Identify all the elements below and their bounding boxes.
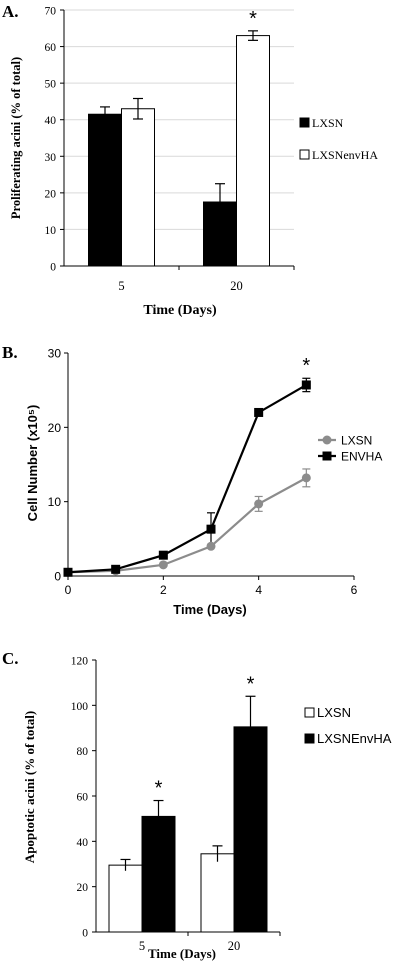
y-tick-label-20: 20 bbox=[45, 188, 57, 200]
point-envha-4 bbox=[254, 407, 264, 417]
legend-label-envha: ENVHA bbox=[341, 450, 382, 464]
panel-c-legend: LXSN LXSNEnvHA bbox=[304, 705, 392, 746]
y-tick-label-0: 0 bbox=[54, 570, 61, 584]
x-tick-label-2: 2 bbox=[160, 583, 167, 597]
panel-c-y-ticks: 0 20 40 60 80 100 120 bbox=[71, 656, 96, 940]
y-tick-label-120: 120 bbox=[71, 656, 89, 668]
bar-lxsnenvha-day-20 bbox=[236, 35, 270, 267]
legend-label-lxsnenvha: LXSNEnvHA bbox=[317, 731, 392, 746]
bar-lxsn-day-5 bbox=[88, 113, 122, 267]
y-tick-label-30: 30 bbox=[48, 347, 62, 361]
panel-b-annotations: * bbox=[302, 355, 310, 377]
bar-lxsnenvha-day-20 bbox=[233, 726, 268, 933]
panel-a-y-axis-label: Proliferating acini (% of total) bbox=[9, 57, 23, 219]
panel-b-lines bbox=[67, 384, 307, 574]
legend-label-lxsn: LXSN bbox=[312, 116, 344, 130]
x-tick-label-0: 0 bbox=[65, 583, 72, 597]
x-tick-label-20: 20 bbox=[230, 279, 243, 293]
legend-swatch-lxsnenvha bbox=[299, 149, 310, 160]
panel-a-legend: LXSN LXSNenvHA bbox=[299, 116, 378, 162]
x-tick-label-6: 6 bbox=[351, 583, 358, 597]
panel-b-y-axis-label: Cell Number (x10⁵) bbox=[25, 405, 40, 522]
panel-c-label: C. bbox=[2, 649, 19, 668]
y-tick-label-40: 40 bbox=[45, 115, 57, 127]
panel-a-bars bbox=[88, 35, 270, 267]
line-envha bbox=[67, 384, 307, 574]
panel-c-bars bbox=[108, 726, 268, 933]
line-lxsn bbox=[67, 476, 307, 574]
panel-b-x-ticks: 0 2 4 6 bbox=[65, 576, 358, 597]
point-envha-3 bbox=[206, 524, 216, 534]
significance-asterisk-day-5: * bbox=[302, 355, 310, 377]
panel-b-error-bars bbox=[207, 377, 311, 547]
legend-swatch-lxsnenvha bbox=[304, 733, 315, 744]
y-tick-label-20: 20 bbox=[48, 421, 62, 435]
panel-b-y-ticks: 0 10 20 30 bbox=[48, 347, 68, 584]
panel-b-x-axis-label: Time (Days) bbox=[173, 602, 246, 617]
panel-b-markers bbox=[63, 380, 311, 577]
x-tick-label-5: 5 bbox=[118, 279, 124, 293]
panel-b-legend: LXSN ENVHA bbox=[318, 434, 382, 464]
y-tick-label-40: 40 bbox=[77, 837, 89, 849]
y-tick-label-60: 60 bbox=[77, 792, 89, 804]
y-tick-label-60: 60 bbox=[45, 42, 57, 54]
y-tick-label-70: 70 bbox=[45, 6, 57, 18]
y-tick-label-30: 30 bbox=[45, 152, 57, 164]
panel-c-x-axis-label: Time (Days) bbox=[148, 946, 216, 961]
significance-asterisk-day-20: * bbox=[249, 8, 257, 30]
legend-marker-envha bbox=[322, 451, 332, 461]
point-envha-1 bbox=[111, 564, 121, 574]
point-lxsn-5 bbox=[301, 473, 311, 483]
bar-lxsnenvha-day-5 bbox=[121, 108, 155, 267]
panel-a-y-ticks: 0 10 20 30 40 50 60 70 bbox=[45, 6, 64, 274]
point-lxsn-4 bbox=[254, 499, 264, 509]
panel-c-x-ticks: 5 20 bbox=[139, 932, 281, 953]
point-envha-2 bbox=[158, 550, 168, 560]
panel-a: A. 0 10 20 30 40 50 60 70 5 20 * LXSN LXSNenvHA T… bbox=[2, 2, 378, 318]
panel-b-axes bbox=[67, 353, 354, 577]
y-tick-label-10: 10 bbox=[48, 495, 62, 509]
legend-swatch-lxsn bbox=[304, 707, 315, 718]
y-tick-label-0: 0 bbox=[82, 928, 88, 940]
panel-c-y-axis-label: Apoptotic acini (% of total) bbox=[22, 711, 37, 863]
y-tick-label-0: 0 bbox=[50, 262, 56, 274]
legend-label-lxsn: LXSN bbox=[341, 434, 372, 448]
significance-asterisk-day-20: * bbox=[247, 673, 255, 695]
legend-swatch-lxsn bbox=[299, 117, 310, 128]
legend-marker-lxsn bbox=[322, 435, 332, 445]
point-lxsn-2 bbox=[158, 560, 168, 570]
legend-label-lxsnenvha: LXSNenvHA bbox=[312, 148, 378, 162]
panel-a-x-axis-label: Time (Days) bbox=[143, 303, 217, 318]
significance-asterisk-day-5: * bbox=[155, 778, 163, 800]
point-envha-5 bbox=[301, 380, 311, 390]
panel-c-error-bars bbox=[120, 695, 256, 871]
x-tick-label-20: 20 bbox=[228, 939, 241, 953]
point-lxsn-3 bbox=[206, 541, 216, 551]
panel-a-error-bars bbox=[100, 30, 258, 221]
legend-label-lxsn: LXSN bbox=[317, 705, 351, 720]
y-tick-label-100: 100 bbox=[71, 701, 89, 713]
y-tick-label-20: 20 bbox=[77, 882, 89, 894]
panel-a-x-ticks: 5 20 bbox=[118, 266, 295, 293]
y-tick-label-10: 10 bbox=[45, 225, 57, 237]
panel-a-label: A. bbox=[2, 2, 19, 21]
x-tick-label-5: 5 bbox=[139, 939, 145, 953]
panel-a-annotations: * bbox=[249, 8, 257, 30]
y-tick-label-80: 80 bbox=[77, 746, 89, 758]
x-tick-label-4: 4 bbox=[255, 583, 262, 597]
bar-lxsn-day-20 bbox=[200, 853, 235, 933]
y-tick-label-50: 50 bbox=[45, 79, 57, 91]
bar-lxsnenvha-day-5 bbox=[141, 815, 176, 933]
panel-c-annotations: ** bbox=[155, 673, 255, 799]
bar-lxsn-day-5 bbox=[108, 864, 143, 933]
panel-b-label: B. bbox=[2, 343, 18, 362]
